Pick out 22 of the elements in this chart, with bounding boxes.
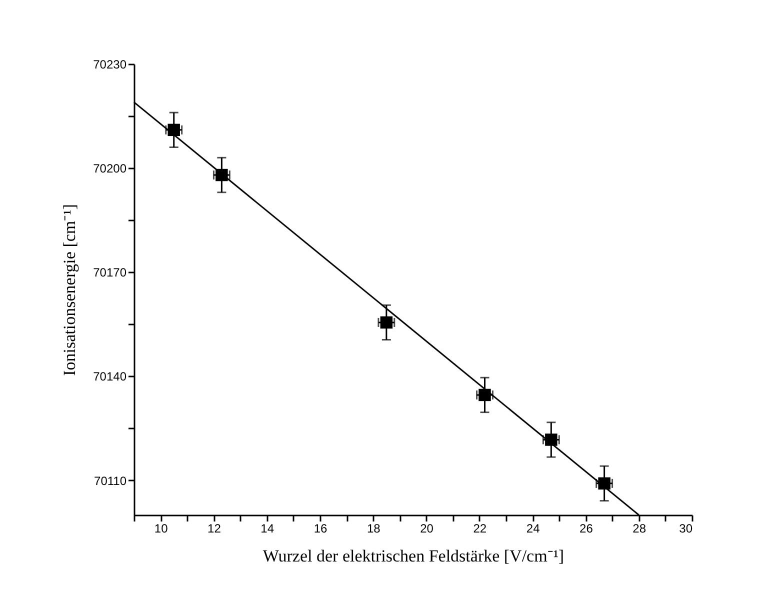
x-tick-label: 20	[420, 522, 434, 536]
x-tick-label: 26	[580, 522, 594, 536]
point	[168, 124, 180, 136]
x-tick-label: 22	[473, 522, 487, 536]
x-tick-label: 30	[679, 522, 693, 536]
x-tick-label: 28	[632, 522, 646, 536]
x-tick-label: 12	[208, 522, 222, 536]
y-tick-label: 70170	[93, 266, 127, 280]
x-tick-label: 18	[366, 522, 381, 536]
y-tick-label: 70140	[93, 370, 127, 384]
point	[545, 434, 558, 446]
y-tick-label: 70110	[94, 474, 127, 488]
point	[478, 388, 491, 402]
x-tick-label: 16	[314, 522, 328, 536]
y-tick-label: 70200	[93, 162, 127, 176]
x-tick-label: 24	[526, 522, 540, 536]
y-tick-label: 70230	[93, 58, 127, 72]
x-tick-label: 14	[260, 522, 274, 536]
x-tick-label: 10	[154, 522, 168, 536]
y-axis-title: Ionisationsenergie [cm⁻¹]	[60, 204, 80, 376]
point	[380, 316, 393, 329]
x-axis-title: Wurzel der elektrischen Feldstärke [V/cm⁻¹]	[262, 546, 564, 566]
